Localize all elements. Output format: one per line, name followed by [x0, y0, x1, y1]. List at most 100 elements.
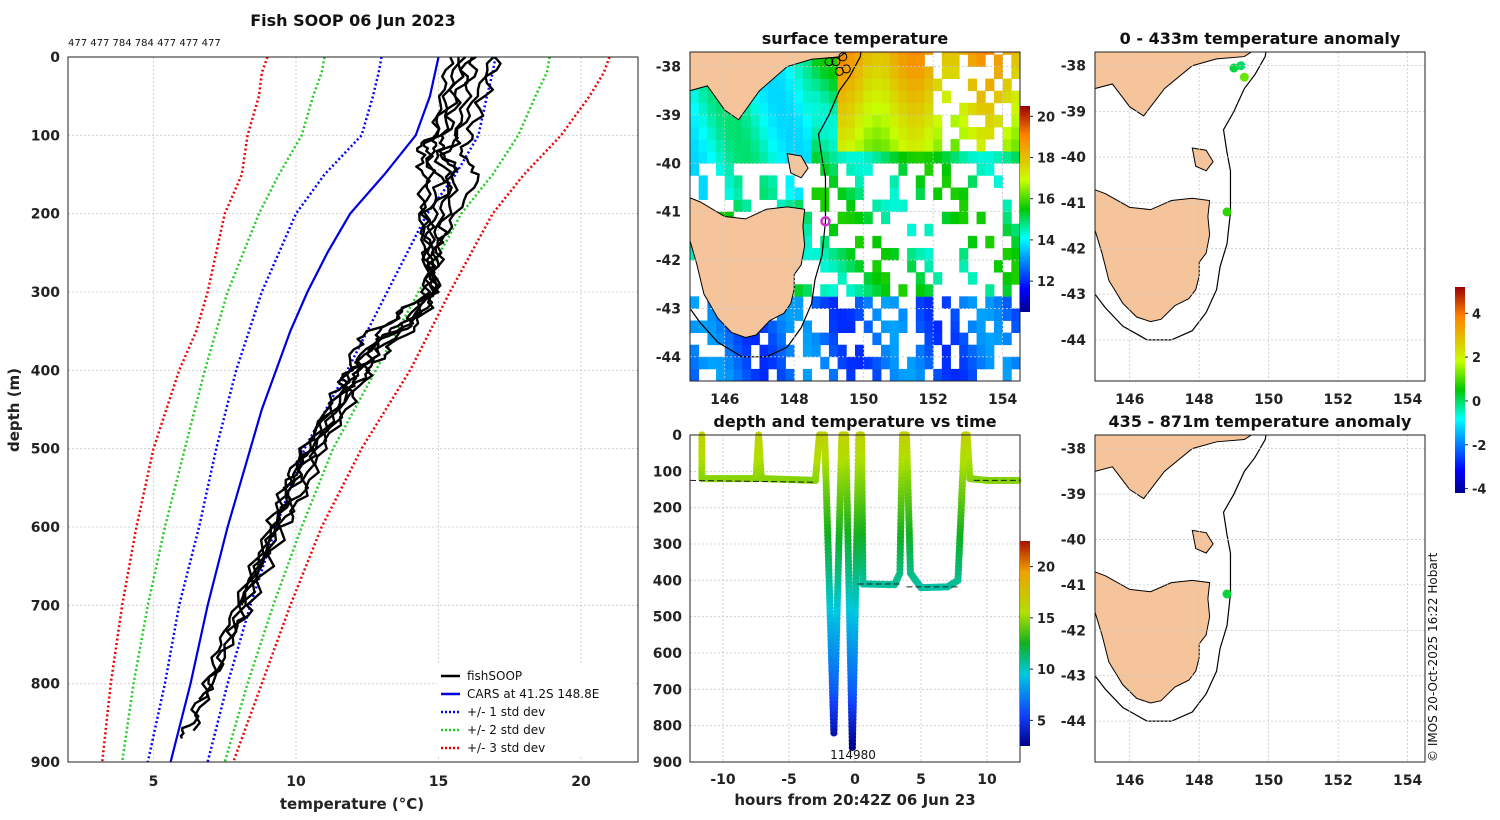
sst-cell: [1011, 151, 1020, 164]
anomaly-bottom-lat-label: -42: [1061, 623, 1086, 639]
sst-cell: [967, 151, 977, 164]
sst-cell: [1011, 272, 1020, 285]
anomaly-bottom-box: [1094, 434, 1426, 763]
sst-cell: [915, 90, 925, 104]
sst-cell: [863, 163, 873, 176]
sst-cell: [785, 320, 795, 334]
sst-cell: [828, 223, 839, 237]
sst-cell: [889, 320, 899, 334]
sst-cell: [889, 296, 899, 309]
surface-map-lon-label: 154: [988, 392, 1017, 408]
sst-cell: [907, 78, 917, 92]
sst-cell: [768, 356, 778, 370]
sst-cell: [828, 102, 839, 116]
anomaly-colorbar-label: 4: [1472, 307, 1481, 322]
sst-cell: [898, 151, 908, 164]
sst-cell: [863, 296, 873, 309]
sst-cell: [785, 114, 795, 128]
sst-cell: [776, 199, 786, 213]
sst-cell: [855, 187, 865, 200]
sst-cell: [976, 163, 986, 176]
sst-cell: [724, 356, 734, 370]
sst-cell: [837, 90, 847, 104]
sst-cell: [1002, 223, 1012, 237]
sst-cell: [855, 308, 865, 321]
anomaly-bottom-lat-label: -43: [1061, 669, 1086, 685]
sst-cell: [811, 78, 821, 92]
sst-cell: [733, 344, 743, 358]
sst-cell: [959, 151, 969, 164]
sst-cell: [828, 320, 839, 334]
anomaly-top-lat-label: -43: [1061, 287, 1086, 303]
sst-cell: [820, 247, 830, 261]
anomaly-bottom-lon-label: 154: [1393, 773, 1422, 789]
sst-cell: [707, 332, 717, 346]
sst-cell: [690, 139, 700, 152]
sst-cell: [907, 90, 917, 104]
sst-cell: [759, 356, 769, 370]
sst-cell: [959, 260, 969, 273]
sst-cell: [776, 66, 786, 80]
sst-cell: [915, 66, 925, 80]
credit-text: © IMOS 20-Oct-2025 16:22 Hobart: [1426, 552, 1440, 762]
sst-cell: [733, 368, 743, 381]
sst-cell: [716, 163, 726, 176]
sst-cell: [976, 102, 986, 116]
sst-cell: [881, 211, 891, 225]
sst-cell: [889, 102, 899, 116]
sst-cell: [872, 126, 882, 140]
anomaly-bottom-landmass: [1095, 571, 1211, 704]
surface-map-profile-marker: [824, 57, 834, 67]
sst-cell: [802, 114, 812, 128]
sst-cell: [872, 90, 882, 104]
anomaly-top-land: [1095, 52, 1425, 381]
sst-cell: [881, 54, 891, 67]
sst-cell: [828, 344, 839, 358]
sst-cell: [794, 284, 804, 297]
sst-cell: [855, 211, 865, 225]
sst-cell: [750, 126, 760, 140]
sst-cell: [967, 356, 977, 370]
sst-cell: [985, 344, 995, 358]
sst-cell: [941, 368, 951, 381]
sst-cell: [915, 151, 925, 164]
sst-cell: [846, 368, 856, 381]
sst-colorbar-label: 14: [1037, 234, 1055, 249]
sst-cell: [707, 151, 717, 164]
sst-cell: [950, 54, 960, 67]
sst-cell: [933, 126, 943, 140]
sst-cell: [716, 332, 726, 346]
depth-time-ytick-label: 400: [653, 573, 682, 589]
profile-ytick-label: 100: [31, 128, 60, 144]
sst-cell: [872, 114, 882, 128]
sst-cell: [933, 114, 943, 128]
sst-cell: [828, 175, 839, 188]
sst-cell: [828, 114, 839, 128]
depth-time-ytick-label: 100: [653, 464, 682, 480]
anomaly-top-lon-label: 154: [1393, 392, 1422, 408]
sst-cell: [967, 344, 977, 358]
sst-cell: [759, 102, 769, 116]
sst-cell: [846, 114, 856, 128]
sst-cell: [855, 356, 865, 370]
sst-cell: [707, 308, 717, 321]
sst-cell: [759, 187, 769, 200]
sst-cell: [742, 332, 752, 346]
sst-cell: [690, 320, 700, 334]
sst-cell: [855, 52, 865, 55]
sst-cell: [907, 260, 917, 273]
depth-time-title: depth and temperature vs time: [713, 412, 996, 431]
deployment-id-label: 114980: [830, 748, 876, 762]
sst-cell: [724, 368, 734, 381]
depth-time-xtick-label: 10: [977, 772, 997, 788]
sst-cell: [698, 175, 708, 188]
sst-cell: [707, 139, 717, 152]
sst-cell: [837, 344, 847, 358]
sst-cell: [776, 78, 786, 92]
sst-cell: [820, 332, 830, 346]
sst-cell: [785, 126, 795, 140]
sst-cell: [846, 163, 856, 176]
sst-cell: [768, 102, 778, 116]
sst-cell: [837, 139, 847, 152]
sst-colorbar: [1020, 106, 1030, 312]
